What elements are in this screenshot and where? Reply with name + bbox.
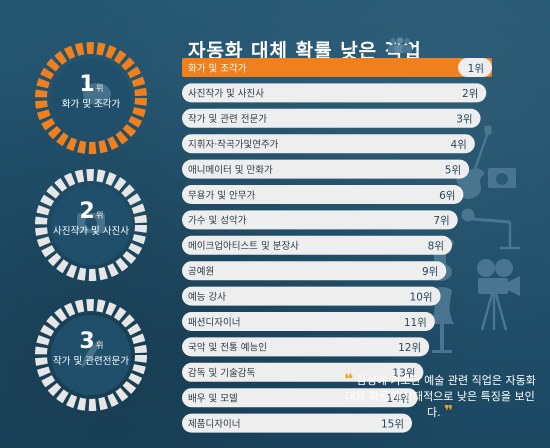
rank-label: 1위 (468, 62, 484, 75)
bar-row: 화가 및 조각가 1위 (182, 58, 492, 77)
rank-label: 2위 (462, 87, 478, 100)
rank-label: 4위 (451, 138, 467, 151)
rank-label: 10위 (410, 290, 433, 303)
bar-rank-cap (458, 58, 492, 77)
microphone-icon (461, 208, 520, 250)
bar (182, 261, 447, 281)
badge-name: 작가 및 관련전문가 (53, 355, 129, 367)
quill-icon (81, 339, 101, 369)
rank-badge: 1 위화가 및 조각가 (35, 42, 147, 154)
bar (182, 286, 441, 306)
quote-close-icon: ❞ (444, 402, 453, 420)
badge-suffix: 위 (96, 211, 103, 220)
rank-label: 15위 (381, 417, 404, 430)
bar-row: 패션디자이너 11위 (182, 312, 435, 331)
bar (182, 134, 475, 154)
bar-row: 예능 강사 10위 (182, 286, 441, 306)
bar (182, 388, 418, 408)
rank-label: 12위 (398, 341, 421, 354)
bar (182, 108, 481, 128)
rank-label: 8위 (428, 240, 444, 253)
rank-label: 7위 (433, 214, 449, 227)
rank-label: 14위 (387, 392, 410, 405)
bar (182, 337, 430, 357)
bar-label: 감독 및 기술감독 (188, 367, 255, 379)
bar-label: 화가 및 조각가 (188, 62, 247, 74)
badge-ring (35, 42, 147, 154)
bar-label: 무용가 및 안무가 (188, 189, 255, 201)
bar-row: 공예원 9위 (182, 261, 447, 281)
badge-name: 화가 및 조각가 (62, 98, 121, 110)
bar-label: 작가 및 관련 전문가 (188, 113, 267, 125)
badge-suffix: 위 (96, 341, 103, 350)
bar-row: 감독 및 기술감독 13위 (182, 362, 424, 382)
badge-number: 2 (79, 199, 94, 224)
bar (182, 312, 435, 331)
bar (182, 362, 424, 382)
rank-badge: 3 위작가 및 관련전문가 (35, 299, 147, 411)
bar-row: 애니메이터 및 만화가 5위 (182, 159, 470, 179)
rank-label: 3위 (456, 113, 472, 126)
bar-row: 배우 및 모델 14위 (182, 388, 418, 408)
badge-core (51, 315, 131, 395)
bar-label: 애니메이터 및 만화가 (188, 164, 273, 176)
movie-camera-icon (477, 259, 520, 331)
bar (182, 413, 412, 433)
bar-row: 가수 및 성악가 7위 (182, 210, 458, 230)
bar-row: 제품디자이너 15위 (182, 413, 412, 433)
amplifier-icon (488, 168, 516, 188)
rank-label: 11위 (404, 316, 427, 329)
bar (182, 235, 452, 255)
bar-label: 메이크업아티스트 및 분장사 (188, 240, 299, 252)
bar (182, 159, 470, 179)
badge-number: 1 (79, 72, 94, 97)
badge-name: 사진작가 및 사진사 (53, 225, 129, 237)
badge-core (51, 185, 131, 265)
badge-number: 3 (79, 329, 94, 354)
bar-label: 국악 및 전통 예능인 (188, 342, 267, 354)
bar-label: 예능 강사 (188, 292, 226, 303)
camera-icon (77, 213, 105, 233)
palette-icon (83, 81, 111, 107)
rank-label: 9위 (422, 265, 438, 278)
page-title: 자동화 대체 확률 낮은 직업 (188, 40, 422, 62)
bar-label: 배우 및 모델 (188, 393, 238, 405)
bar-label: 패션디자이너 (188, 317, 240, 328)
bar (182, 210, 458, 230)
quote-box: ❝ 감성에 기초한 예술 관련 직업은 자동화 대체 확률이 상대적으로 낮은 … (340, 370, 540, 421)
bar-row: 사진작가 및 사진사 2위 (182, 83, 487, 103)
people-icon (388, 37, 412, 53)
rank-label: 5위 (445, 163, 461, 176)
badge-suffix: 위 (96, 84, 103, 93)
bar-row: 메이크업아티스트 및 분장사 8위 (182, 235, 452, 255)
badge-ring (35, 169, 147, 281)
bar (182, 58, 492, 77)
bar-label: 제품디자이너 (188, 419, 240, 430)
bar-row: 국악 및 전통 예능인 12위 (182, 337, 430, 357)
rank-label: 13위 (392, 367, 415, 380)
bar-label: 사진작가 및 사진사 (188, 88, 264, 100)
bar (182, 185, 464, 204)
bar-label: 공예원 (188, 267, 214, 278)
bar-row: 무용가 및 안무가 6위 (182, 185, 464, 204)
bar-label: 지휘자·작곡가및연주가 (188, 139, 279, 151)
quote-open-icon: ❝ (344, 370, 353, 388)
bar (182, 83, 487, 103)
bar-row: 지휘자·작곡가및연주가 4위 (182, 134, 475, 154)
quote-text: 감성에 기초한 예술 관련 직업은 자동화 대체 확률이 상대적으로 낮은 특징… (345, 374, 536, 419)
bar-row: 작가 및 관련 전문가 3위 (182, 108, 481, 128)
badge-core (51, 58, 131, 138)
bar-label: 가수 및 성악가 (188, 215, 247, 227)
rank-label: 6위 (439, 189, 455, 202)
badge-ring (35, 299, 147, 411)
